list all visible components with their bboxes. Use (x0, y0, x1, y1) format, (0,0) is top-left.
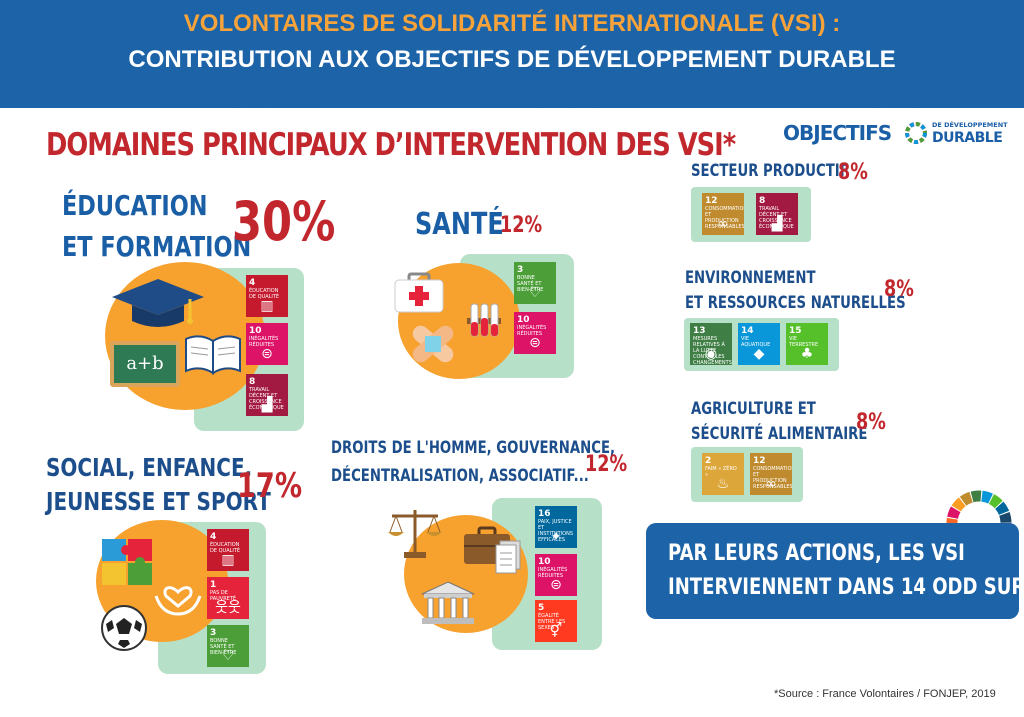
government-building-icon (421, 581, 475, 624)
environnement-percent: 8% (884, 277, 914, 302)
droits-label-2: DÉCENTRALISATION, ASSOCIATIF... (331, 466, 589, 486)
social-label-1: SOCIAL, ENFANCE, (46, 453, 253, 482)
sdg-8-work-icon: 8 TRAVAIL DÉCENT ET CROISSANCE ÉCONOMIQUE… (246, 374, 288, 416)
productif-label: SECTEUR PRODUCTIF (691, 161, 849, 181)
sdg-14-water-icon: 14 VIE AQUATIQUE ◆ (738, 323, 780, 365)
header-wave (0, 96, 1024, 108)
sdg-10-inequalities-icon: 10 INÉGALITÉS RÉDUITES ⊜ (514, 312, 556, 354)
sdg-5-gender-icon: 5 ÉGALITÉ ENTRE LES SEXES ⚥ (535, 600, 577, 642)
sdg-12-consumption-icon: 12 CONSOMMATION ET PRODUCTION RESPONSABLE… (702, 193, 744, 235)
environnement-label-1: ENVIRONNEMENT (685, 268, 816, 288)
odd-logo-text: OBJECTIFS (783, 121, 892, 145)
sdg-10-inequalities-icon: 10 INÉGALITÉS RÉDUITES ⊜ (535, 554, 577, 596)
sdg-3-health-icon: 3 BONNE SANTÉ ET BIEN-ÊTRE ♡ (207, 625, 249, 667)
environnement-label-2: ET RESSOURCES NATURELLES (685, 293, 906, 313)
agriculture-percent: 8% (856, 410, 886, 435)
section-title: DOMAINES PRINCIPAUX D’INTERVENTION DES V… (46, 127, 736, 163)
odd-wheel-icon (905, 122, 927, 144)
conclusion-box: PAR LEURS ACTIONS, LES VSI INTERVIENNENT… (646, 523, 1024, 619)
graduation-cap-icon (112, 279, 204, 327)
sdg-2-hunger-icon: 2 FAIM « ZÉRO » ♨ (702, 453, 744, 495)
sdg-8-work-icon: 8 TRAVAIL DÉCENT ET CROISSANCE ÉCONOMIQUE… (756, 193, 798, 235)
sdg-12-consumption-icon: 12 CONSOMMATION ET PRODUCTION RESPONSABLE… (750, 453, 792, 495)
sdg-3-health-icon: 3 BONNE SANTÉ ET BIEN-ÊTRE ♡ (514, 262, 556, 304)
education-label-1: ÉDUCATION (62, 189, 208, 222)
medical-kit-icon (394, 272, 444, 313)
droits-label-1: DROITS DE L'HOMME, GOUVERNANCE, (331, 438, 616, 458)
documents-icon (495, 540, 521, 574)
test-tubes-icon (467, 303, 501, 337)
conclusion-line2: INTERVIENNENT DANS 14 ODD SUR 17 (668, 575, 1024, 600)
conclusion-line1: PAR LEURS ACTIONS, LES VSI (668, 541, 965, 566)
bandage-icon (412, 325, 454, 363)
sdg-1-poverty-icon: 1 PAS DE PAUVRETÉ 웃웃 (207, 577, 249, 619)
droits-percent: 12% (585, 452, 628, 477)
open-book-icon (185, 335, 241, 375)
header-banner: VOLONTAIRES DE SOLIDARITÉ INTERNATIONALE… (0, 0, 1024, 108)
sdg-4-education-icon: 4 ÉDUCATION DE QUALITÉ ▥ (246, 275, 288, 317)
productif-percent: 8% (838, 160, 868, 185)
chalkboard-text: a+b (126, 353, 164, 374)
chalkboard-icon: a+b (110, 341, 180, 387)
sante-label: SANTÉ (415, 207, 504, 242)
puzzle-icon (102, 539, 152, 585)
justice-scales-icon (388, 510, 442, 558)
sdg-10-inequalities-icon: 10 INÉGALITÉS RÉDUITES ⊜ (246, 323, 288, 365)
header-title-line2: CONTRIBUTION AUX OBJECTIFS DE DÉVELOPPEM… (128, 46, 896, 73)
sante-percent: 12% (500, 213, 543, 238)
sdg-13-climate-icon: 13 MESURES RELATIVES À LA LUTTE CONTRE LE… (690, 323, 732, 365)
education-percent: 30% (232, 190, 336, 253)
education-label-2: ET FORMATION (62, 230, 252, 263)
header-title-line1: VOLONTAIRES DE SOLIDARITÉ INTERNATIONALE… (183, 10, 841, 37)
odd-logo-sub: DE DÉVELOPPEMENT (932, 121, 1008, 129)
heart-hands-icon (154, 586, 202, 616)
sdg-16-peace-icon: 16 PAIX, JUSTICE ET INSTITUTIONS EFFICACE… (535, 506, 577, 548)
social-label-2: JEUNESSE ET SPORT (46, 487, 271, 516)
soccer-ball-icon (101, 605, 147, 651)
agriculture-label-1: AGRICULTURE ET (691, 399, 816, 419)
source-note: *Source : France Volontaires / FONJEP, 2… (774, 688, 996, 700)
odd-logo-durable: DURABLE (932, 130, 1003, 146)
sdg-4-education-icon: 4 ÉDUCATION DE QUALITÉ ▥ (207, 529, 249, 571)
sdg-15-land-icon: 15 VIE TERRESTRE ♣ (786, 323, 828, 365)
agriculture-label-2: SÉCURITÉ ALIMENTAIRE (691, 424, 868, 444)
social-percent: 17% (237, 466, 303, 506)
